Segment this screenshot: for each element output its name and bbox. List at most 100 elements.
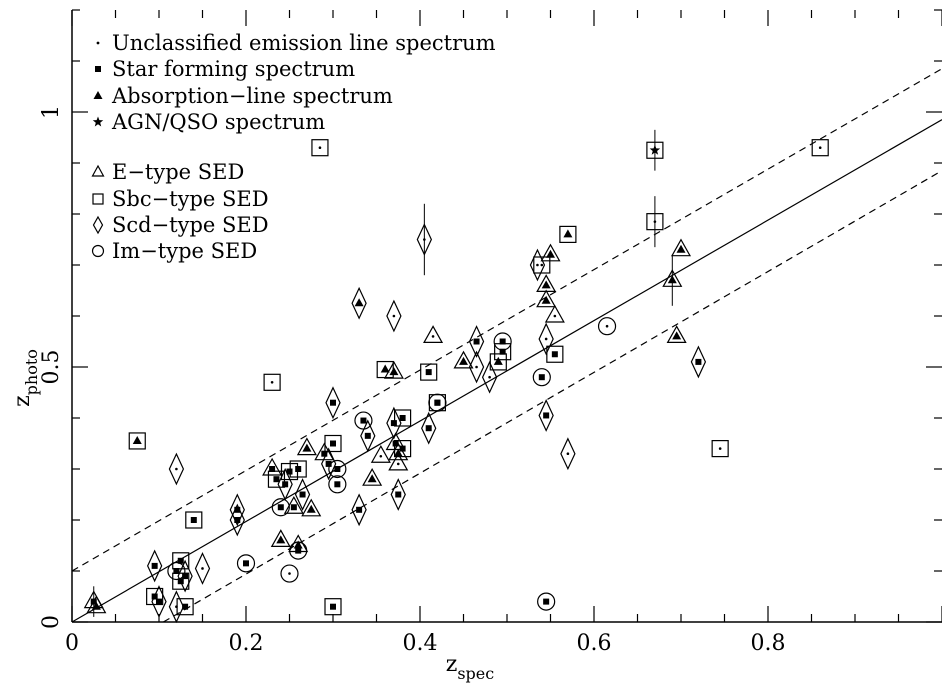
data-point <box>360 419 376 453</box>
data-point <box>494 343 512 361</box>
unclassified-marker <box>318 146 322 149</box>
unclassified-marker <box>653 220 657 223</box>
legend-label: AGN/QSO spectrum <box>111 110 325 134</box>
x-axis-label: zspec <box>446 652 495 683</box>
y-tick-label: 0.5 <box>39 350 64 385</box>
e-type-marker <box>383 360 404 379</box>
legend-square-symbol <box>95 66 101 72</box>
y-tick-label: 1 <box>39 105 64 119</box>
legend-item-triangle-open: E−type SED <box>91 160 244 184</box>
data-point <box>185 511 203 529</box>
data-point <box>176 598 194 616</box>
data-point <box>283 496 304 514</box>
star-forming-marker <box>295 466 302 472</box>
unclassified-marker <box>379 454 383 458</box>
e-type-marker <box>283 496 304 514</box>
unclassified-marker <box>718 447 722 450</box>
sbc-type-marker <box>324 598 342 616</box>
im-type-marker <box>236 554 256 573</box>
unclassified-marker <box>288 572 291 575</box>
star-forming-marker <box>295 547 302 554</box>
absorption-marker <box>306 504 316 513</box>
e-type-marker <box>544 304 565 323</box>
data-point <box>351 493 367 527</box>
scd-type-marker <box>416 223 433 256</box>
star-forming-marker <box>173 568 180 574</box>
star-forming-marker <box>273 476 280 483</box>
scd-type-marker <box>320 447 337 481</box>
data-point <box>662 254 683 306</box>
star-forming-marker <box>392 440 399 447</box>
unclassified-marker <box>396 462 400 466</box>
scd-type-marker <box>151 585 167 619</box>
data-point <box>263 373 281 391</box>
e-type-marker <box>670 238 692 257</box>
e-type-marker <box>388 452 409 471</box>
data-point <box>394 440 412 458</box>
absorption-marker <box>302 443 312 452</box>
star-forming-marker <box>243 560 249 567</box>
im-type-marker <box>280 564 299 583</box>
data-point <box>690 345 707 379</box>
data-point <box>420 363 438 381</box>
dashed-boundary-line <box>71 68 942 572</box>
data-point <box>168 452 185 486</box>
star-forming-marker <box>299 491 306 498</box>
im-type-marker <box>537 592 556 611</box>
scd-type-marker <box>229 503 245 537</box>
data-point <box>670 238 692 257</box>
star-forming-marker <box>330 399 336 406</box>
data-point <box>167 561 186 581</box>
legend-open-diamond-symbol <box>92 215 104 235</box>
legend-star-symbol <box>92 116 104 127</box>
data-points <box>83 129 829 624</box>
e-type-marker <box>423 325 444 343</box>
scd-type-marker <box>390 478 406 511</box>
data-point <box>423 325 444 343</box>
dashed-boundary-line <box>163 170 942 623</box>
unclassified-marker <box>423 238 426 241</box>
scd-type-marker <box>168 590 185 624</box>
e-type-marker <box>370 445 391 463</box>
star-forming-marker <box>290 504 297 511</box>
star-forming-marker <box>551 351 558 358</box>
agn-marker <box>649 144 661 155</box>
data-point <box>538 399 554 432</box>
e-type-marker <box>362 467 383 486</box>
data-point <box>560 437 576 471</box>
sbc-type-marker <box>811 139 829 157</box>
scd-type-marker <box>351 286 367 320</box>
star-forming-marker <box>156 598 162 605</box>
data-point <box>544 304 565 323</box>
data-point <box>229 493 245 527</box>
e-type-marker <box>536 274 557 292</box>
e-type-marker <box>540 243 561 262</box>
absorption-marker <box>676 244 686 253</box>
im-type-marker <box>428 393 447 412</box>
e-type-marker <box>262 457 283 476</box>
absorption-marker <box>493 356 503 365</box>
star-forming-marker <box>360 417 367 424</box>
legend-label: Scd−type SED <box>112 213 269 237</box>
star-forming-marker <box>538 374 545 381</box>
data-point <box>646 129 664 171</box>
absorption-marker <box>293 540 303 549</box>
axis-ticks <box>71 9 942 623</box>
absorption-marker <box>672 331 682 340</box>
data-point <box>540 243 561 262</box>
legend-item-dot: Unclassified emission line spectrum <box>96 31 496 55</box>
scd-type-marker <box>325 386 341 420</box>
data-point <box>328 475 347 494</box>
absorption-marker <box>132 435 142 444</box>
data-point <box>128 432 146 450</box>
scd-type-marker <box>294 478 311 511</box>
sbc-type-marker <box>263 373 281 391</box>
star-forming-marker <box>390 420 397 427</box>
e-type-marker <box>296 437 317 456</box>
sbc-type-marker <box>646 141 664 159</box>
data-point <box>536 289 557 308</box>
data-point <box>311 139 329 157</box>
data-point <box>325 386 341 420</box>
data-point <box>646 196 664 248</box>
